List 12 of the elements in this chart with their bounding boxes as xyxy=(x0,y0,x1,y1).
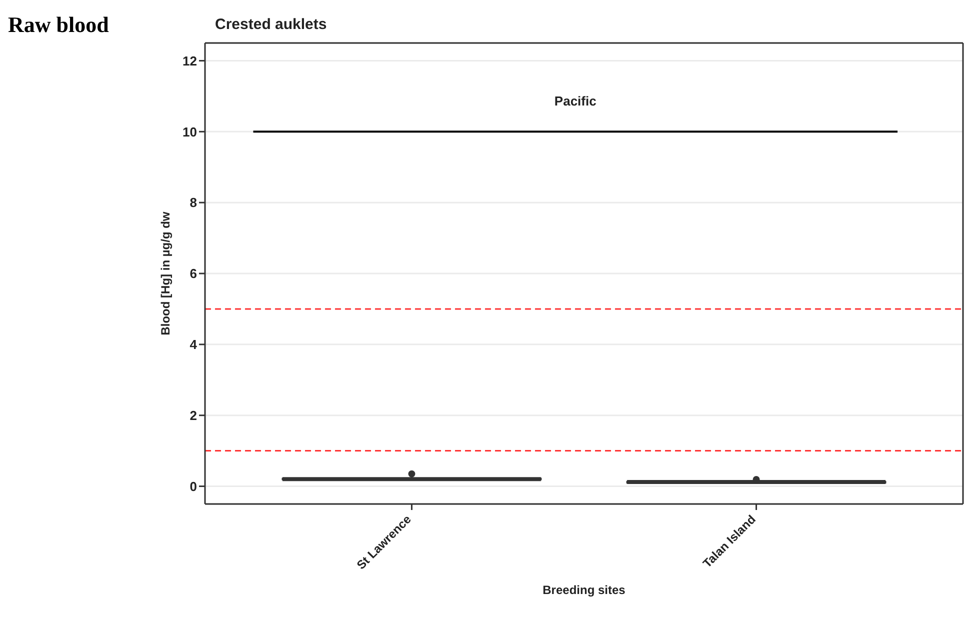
chart-title: Raw blood xyxy=(8,12,109,38)
ref-line-label: Pacific xyxy=(554,94,596,109)
y-tick-label: 8 xyxy=(190,195,197,210)
y-tick-label: 6 xyxy=(190,266,197,282)
y-tick-label: 2 xyxy=(190,408,197,423)
x-axis-title: Breeding sites xyxy=(542,583,626,597)
y-tick-label: 12 xyxy=(182,53,197,68)
y-axis-title: Blood [Hg] in µg/g dw xyxy=(158,211,172,336)
y-tick-label: 4 xyxy=(190,337,198,352)
y-tick-label: 0 xyxy=(190,478,197,494)
chart-subtitle: Crested auklets xyxy=(215,16,327,33)
y-tick-label: 10 xyxy=(182,124,197,140)
